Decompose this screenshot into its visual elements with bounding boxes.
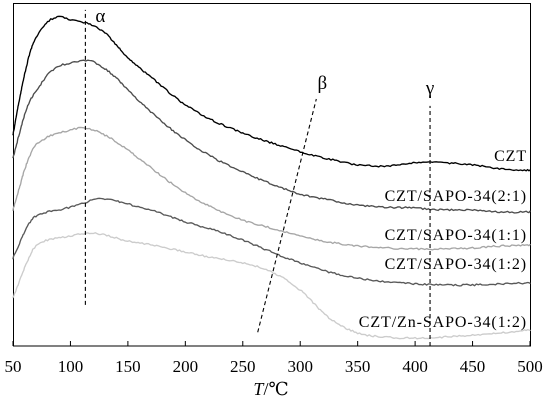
plot-frame [13,3,531,347]
annotation-label-gamma: γ [425,78,434,99]
series-line-czt-sapo-34-2-1 [12,59,531,214]
series-line-czt-sapo-34-1-2 [12,197,531,287]
series-line-czt-sapo-34-1-1 [12,126,531,251]
annotation-label-alpha: α [95,6,105,27]
x-tick-label: 150 [115,357,141,376]
series-label-czt-sapo-34-1-2: CZT/SAPO-34(1:2) [385,256,527,273]
x-axis-label-symbol: T [253,379,265,399]
x-tick-label: 250 [230,357,256,376]
x-tick-label: 200 [173,357,199,376]
x-axis-ticks [12,341,531,346]
series-line-czt-zn-sapo-34-1-2 [12,232,531,340]
x-tick-label: 400 [402,357,428,376]
x-tick-label: 100 [58,357,84,376]
annotation-line-beta [257,98,317,333]
series-line-czt [12,15,531,172]
x-tick-label: 450 [460,357,486,376]
x-tick-label: 50 [5,357,22,376]
x-axis-label-unit: /℃ [263,379,288,399]
x-axis-label: T/℃ [253,379,288,399]
annotations: α β γ [84,6,434,346]
x-tick-label: 350 [345,357,371,376]
series-label-czt-sapo-34-2-1: CZT/SAPO-34(2:1) [385,188,527,205]
series-labels: CZT CZT/SAPO-34(2:1) CZT/SAPO-34(1:1) CZ… [359,148,527,331]
annotation-label-beta: β [317,73,327,94]
series-lines [12,15,531,340]
x-tick-label: 300 [287,357,313,376]
x-tick-label: 500 [517,357,543,376]
series-label-czt: CZT [494,148,527,165]
x-axis-tick-labels: 50 100 150 200 250 300 350 400 450 500 [5,357,543,376]
series-label-czt-zn-sapo-34-1-2: CZT/Zn-SAPO-34(1:2) [359,314,527,331]
series-label-czt-sapo-34-1-1: CZT/SAPO-34(1:1) [385,227,527,244]
